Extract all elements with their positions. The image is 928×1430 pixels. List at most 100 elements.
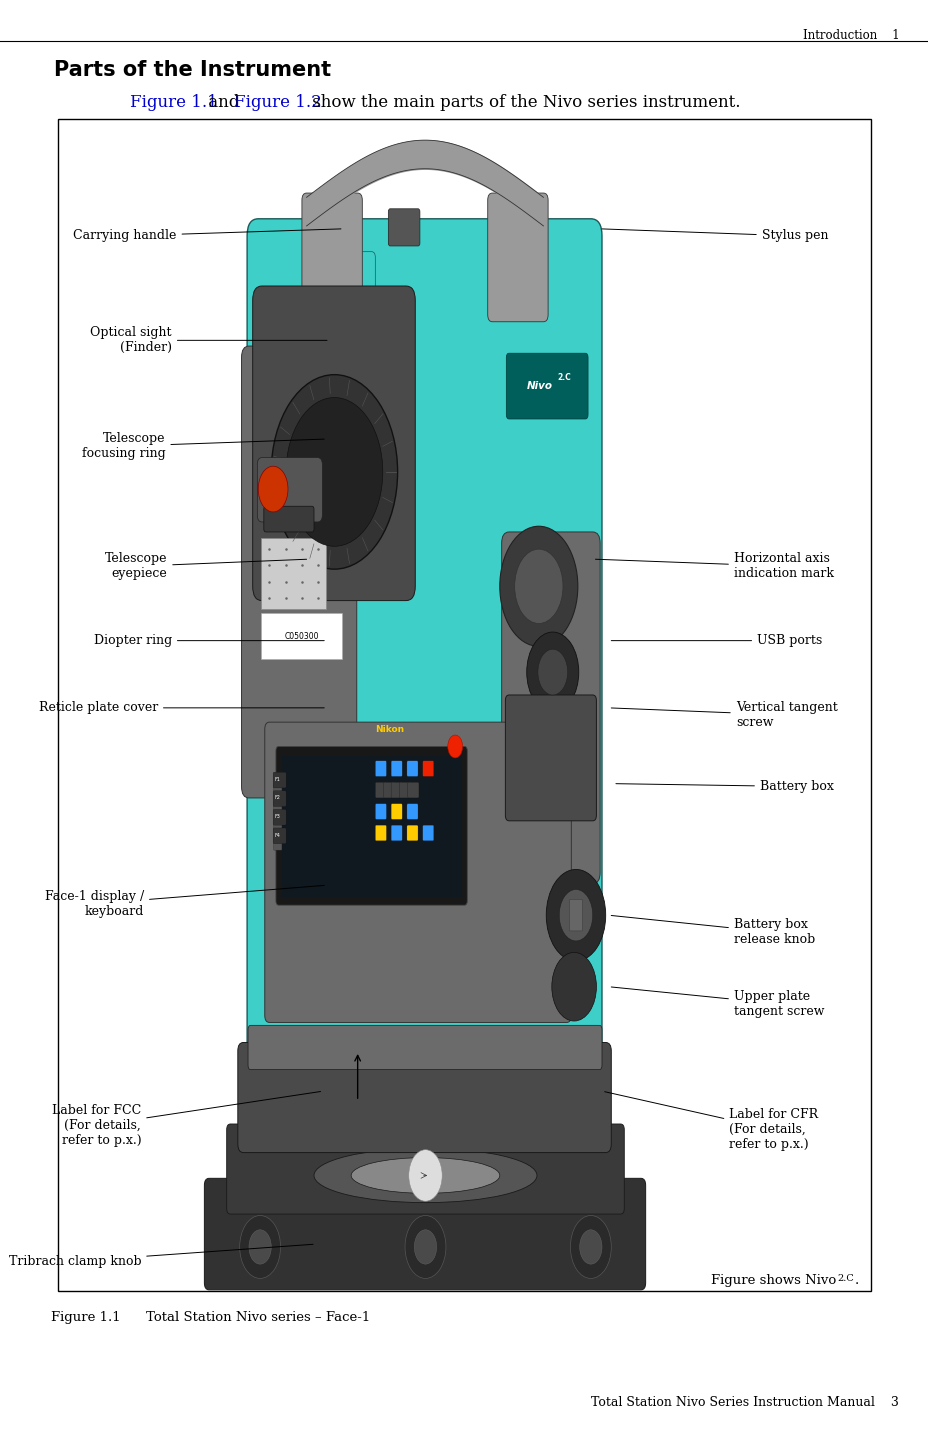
Text: Battery box
release knob: Battery box release knob (611, 915, 814, 947)
Text: 2.C: 2.C (557, 373, 571, 382)
Circle shape (258, 466, 288, 512)
Bar (58, 119, 870, 1291)
Circle shape (447, 735, 462, 758)
FancyBboxPatch shape (273, 791, 286, 807)
FancyBboxPatch shape (391, 761, 402, 776)
Text: Nivo: Nivo (526, 382, 552, 390)
Text: Telescope
eyepiece: Telescope eyepiece (105, 552, 306, 581)
FancyBboxPatch shape (391, 825, 402, 841)
FancyBboxPatch shape (302, 193, 362, 322)
FancyBboxPatch shape (273, 801, 282, 812)
Circle shape (499, 526, 577, 646)
Text: Figure 1.2: Figure 1.2 (234, 94, 321, 112)
FancyBboxPatch shape (399, 782, 410, 798)
Circle shape (546, 869, 605, 961)
Ellipse shape (351, 1158, 499, 1193)
Text: Reticle plate cover: Reticle plate cover (39, 701, 324, 715)
Text: Carrying handle: Carrying handle (73, 229, 341, 243)
Circle shape (405, 1216, 445, 1278)
Circle shape (559, 889, 592, 941)
Text: Parts of the Instrument: Parts of the Instrument (54, 60, 330, 80)
Circle shape (579, 1230, 601, 1264)
Circle shape (408, 1150, 442, 1201)
Text: Diopter ring: Diopter ring (94, 633, 324, 648)
FancyBboxPatch shape (422, 761, 433, 776)
FancyBboxPatch shape (422, 825, 433, 841)
Text: C050300: C050300 (284, 632, 319, 641)
Text: Vertical tangent
screw: Vertical tangent screw (611, 701, 837, 729)
FancyBboxPatch shape (273, 838, 282, 849)
Text: Upper plate
tangent screw: Upper plate tangent screw (611, 987, 823, 1018)
FancyBboxPatch shape (383, 782, 394, 798)
FancyBboxPatch shape (375, 761, 386, 776)
Text: Telescope
focusing ring: Telescope focusing ring (82, 432, 324, 460)
FancyBboxPatch shape (273, 784, 282, 795)
Text: Figure 1.1      Total Station Nivo series – Face-1: Figure 1.1 Total Station Nivo series – F… (51, 1311, 370, 1324)
FancyBboxPatch shape (226, 1124, 624, 1214)
Text: Tribrach clamp knob: Tribrach clamp knob (8, 1244, 313, 1268)
FancyBboxPatch shape (375, 825, 386, 841)
Text: F4: F4 (274, 832, 279, 838)
Text: Introduction    1: Introduction 1 (802, 29, 898, 41)
Text: Figure shows Nivo: Figure shows Nivo (710, 1274, 835, 1287)
FancyBboxPatch shape (407, 782, 419, 798)
Text: Stylus pen: Stylus pen (601, 229, 828, 243)
Text: Total Station Nivo Series Instruction Manual    3: Total Station Nivo Series Instruction Ma… (591, 1396, 898, 1409)
FancyBboxPatch shape (257, 458, 322, 522)
FancyBboxPatch shape (273, 821, 282, 832)
FancyBboxPatch shape (406, 825, 418, 841)
FancyBboxPatch shape (406, 761, 418, 776)
Ellipse shape (314, 1148, 536, 1203)
FancyBboxPatch shape (273, 828, 286, 844)
Text: F1: F1 (274, 776, 279, 782)
Text: F3: F3 (274, 814, 279, 819)
FancyBboxPatch shape (501, 532, 599, 884)
Circle shape (414, 1230, 436, 1264)
FancyBboxPatch shape (252, 286, 415, 601)
FancyBboxPatch shape (406, 804, 418, 819)
FancyBboxPatch shape (330, 252, 375, 349)
FancyBboxPatch shape (391, 782, 402, 798)
FancyBboxPatch shape (248, 1025, 601, 1070)
Text: Label for CFR
(For details,
refer to p.x.): Label for CFR (For details, refer to p.x… (604, 1091, 818, 1151)
Circle shape (570, 1216, 611, 1278)
FancyBboxPatch shape (238, 1042, 611, 1153)
FancyBboxPatch shape (264, 722, 571, 1022)
FancyBboxPatch shape (276, 746, 467, 905)
Text: Optical sight
(Finder): Optical sight (Finder) (90, 326, 327, 355)
Text: Battery box: Battery box (615, 779, 833, 794)
FancyBboxPatch shape (261, 613, 342, 659)
Text: Label for FCC
(For details,
refer to p.x.): Label for FCC (For details, refer to p.x… (52, 1091, 320, 1147)
FancyBboxPatch shape (375, 804, 386, 819)
Circle shape (249, 1230, 271, 1264)
Text: and: and (202, 94, 244, 112)
FancyBboxPatch shape (569, 899, 582, 931)
Text: Nikon: Nikon (375, 725, 405, 734)
FancyBboxPatch shape (487, 193, 548, 322)
Circle shape (537, 649, 567, 695)
FancyBboxPatch shape (388, 209, 419, 246)
Circle shape (271, 375, 397, 569)
FancyBboxPatch shape (241, 346, 356, 798)
FancyBboxPatch shape (375, 782, 386, 798)
FancyBboxPatch shape (506, 353, 587, 419)
Text: F2: F2 (274, 795, 279, 801)
FancyBboxPatch shape (264, 506, 314, 532)
FancyBboxPatch shape (204, 1178, 645, 1290)
Text: .: . (854, 1274, 858, 1287)
FancyBboxPatch shape (273, 809, 286, 825)
FancyBboxPatch shape (261, 538, 326, 609)
Circle shape (239, 1216, 280, 1278)
Text: Face-1 display /
keyboard: Face-1 display / keyboard (45, 885, 324, 918)
Circle shape (551, 952, 596, 1021)
Text: Figure 1.1: Figure 1.1 (130, 94, 217, 112)
Text: USB ports: USB ports (611, 633, 821, 648)
FancyBboxPatch shape (391, 804, 402, 819)
Text: show the main parts of the Nivo series instrument.: show the main parts of the Nivo series i… (306, 94, 740, 112)
Circle shape (286, 398, 382, 546)
Circle shape (526, 632, 578, 712)
FancyBboxPatch shape (247, 219, 601, 1068)
Text: 2.C: 2.C (836, 1274, 853, 1283)
FancyBboxPatch shape (505, 695, 596, 821)
FancyBboxPatch shape (282, 756, 461, 897)
